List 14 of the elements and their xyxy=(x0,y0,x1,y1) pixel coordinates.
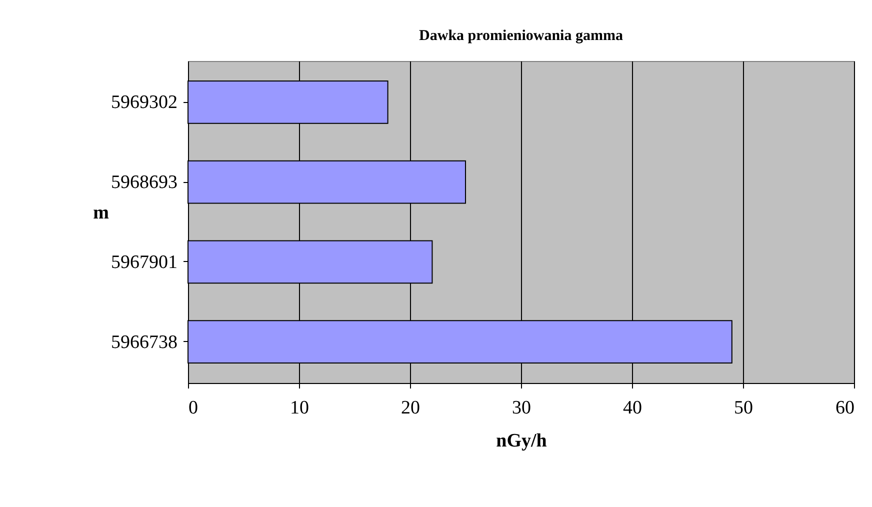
x-axis-title: nGy/h xyxy=(496,430,548,452)
x-tick-label: 50 xyxy=(734,398,753,418)
y-tick-label: 5968693 xyxy=(111,172,178,194)
y-axis-title: m xyxy=(93,202,110,224)
y-tick-label: 5966738 xyxy=(111,332,178,353)
y-tick-label: 5969302 xyxy=(111,92,178,114)
x-tick-label: 40 xyxy=(623,398,642,418)
chart-title: Dawka promieniowania gamma xyxy=(419,28,624,44)
x-tick-label: 0 xyxy=(188,398,198,418)
x-tick-label: 20 xyxy=(401,398,420,418)
y-tick-label: 5967901 xyxy=(111,252,178,273)
x-tick-label: 10 xyxy=(290,398,309,418)
x-tick-label: 30 xyxy=(512,398,531,418)
x-tick-label: 60 xyxy=(836,398,854,418)
